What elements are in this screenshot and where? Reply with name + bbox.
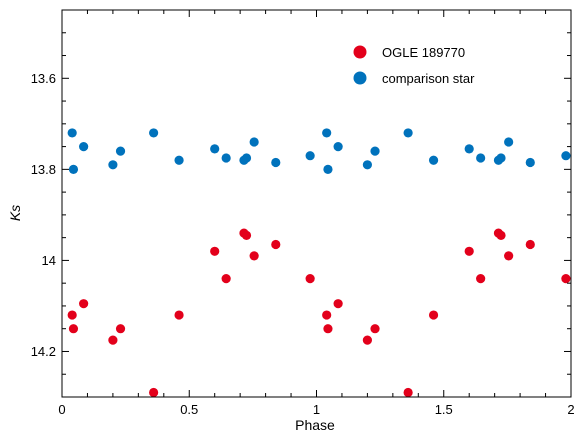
y-tick-label: 13.8 — [31, 162, 56, 177]
plot-frame — [61, 9, 572, 398]
data-point — [149, 387, 159, 398]
y-tick-label: 14 — [42, 253, 56, 268]
legend-label: comparison star — [382, 71, 475, 86]
legend-label: OGLE 189770 — [382, 45, 465, 60]
data-point — [68, 324, 79, 334]
data-point — [370, 146, 380, 156]
data-point — [305, 151, 315, 161]
data-point — [67, 128, 77, 138]
x-tick-label: 0 — [58, 402, 65, 417]
data-point — [322, 128, 332, 138]
data-point — [115, 146, 126, 156]
axes: 0 0.5 1 1.5 2 13.6 13.8 14 14.2 — [31, 9, 575, 417]
data-point — [241, 153, 252, 163]
x-axis-label: Phase — [295, 417, 335, 433]
plot-area — [67, 128, 571, 398]
data-point — [428, 310, 439, 320]
data-point — [464, 246, 474, 256]
data-point — [249, 137, 259, 147]
series-ogle-189770 — [67, 228, 571, 398]
data-point — [476, 153, 486, 163]
data-point — [476, 274, 486, 284]
data-point — [403, 387, 413, 398]
data-point — [305, 274, 315, 284]
legend: OGLE 189770 comparison star — [353, 45, 475, 86]
data-point — [323, 324, 333, 334]
data-point — [464, 144, 474, 154]
data-point — [79, 299, 89, 309]
data-point — [362, 335, 372, 345]
data-point — [428, 155, 439, 165]
data-point — [496, 230, 506, 240]
data-point — [221, 274, 231, 284]
data-point — [68, 164, 79, 174]
data-point — [210, 144, 220, 154]
data-point — [249, 251, 259, 261]
data-point — [333, 299, 343, 309]
data-point — [403, 128, 413, 138]
data-point — [67, 310, 77, 320]
legend-marker — [353, 71, 367, 85]
y-axis-label: Ks — [7, 205, 23, 221]
data-point — [174, 155, 184, 165]
x-tick-label: 1 — [313, 402, 320, 417]
x-tick-label: 0.5 — [180, 402, 198, 417]
y-tick-label: 14.2 — [31, 344, 56, 359]
data-point — [221, 153, 231, 163]
data-point — [362, 160, 372, 170]
data-point — [561, 274, 571, 284]
data-point — [496, 153, 506, 163]
data-point — [271, 157, 281, 168]
series-comparison-star — [67, 128, 571, 174]
data-point — [333, 141, 343, 152]
data-point — [561, 151, 571, 161]
data-point — [370, 324, 380, 334]
data-point — [115, 324, 126, 334]
x-tick-label: 1.5 — [435, 402, 453, 417]
data-point — [241, 230, 252, 240]
data-point — [525, 157, 535, 168]
data-point — [149, 128, 159, 138]
data-point — [271, 239, 281, 250]
data-point — [174, 310, 184, 320]
data-point — [525, 239, 535, 250]
legend-marker — [353, 45, 367, 59]
x-tick-label: 2 — [567, 402, 574, 417]
data-point — [323, 164, 333, 174]
y-tick-label: 13.6 — [31, 71, 56, 86]
data-point — [504, 137, 514, 147]
data-point — [108, 160, 118, 170]
data-point — [108, 335, 118, 345]
data-point — [79, 141, 89, 152]
data-point — [210, 246, 220, 256]
data-point — [504, 251, 514, 261]
data-point — [322, 310, 332, 320]
